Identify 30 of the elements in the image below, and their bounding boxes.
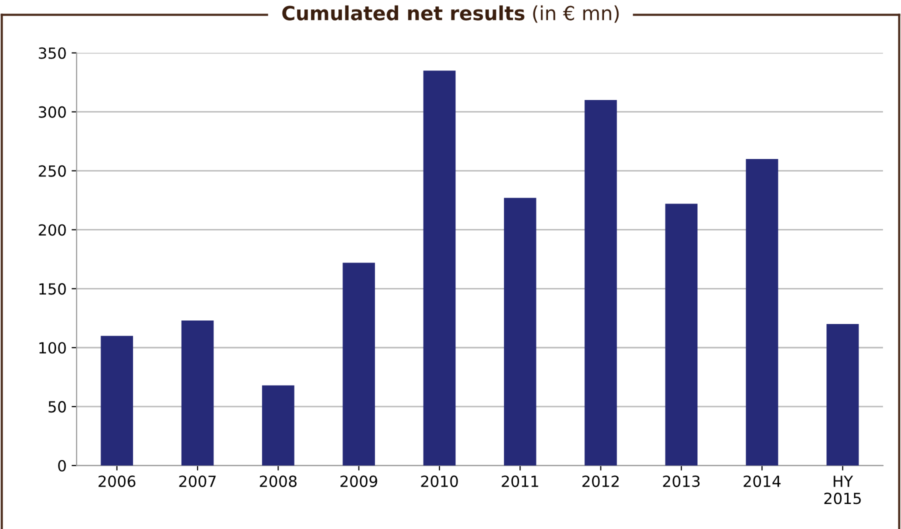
chart-subtitle: (in € mn)	[533, 5, 619, 23]
bar	[665, 204, 698, 466]
bar	[584, 100, 617, 466]
bar	[504, 198, 536, 466]
x-tick-label: 2006	[98, 476, 136, 488]
x-tick-label: 2014	[744, 476, 781, 488]
y-tick-label: 200	[38, 224, 66, 236]
bar	[746, 159, 778, 466]
x-tick-label: 2012	[582, 476, 619, 488]
x-tick-label: 2010	[421, 476, 458, 488]
bar	[826, 324, 859, 466]
x-tick-label: 2013	[663, 476, 700, 488]
bar	[342, 262, 375, 466]
x-tick-label: 2007	[179, 476, 216, 488]
y-tick-label: 0	[58, 460, 66, 472]
y-tick-label: 100	[39, 342, 66, 354]
y-tick-label: 300	[38, 106, 66, 118]
chart-title: Cumulated net results	[282, 5, 524, 20]
bar	[100, 336, 134, 466]
bar	[423, 70, 456, 466]
y-tick-label: 50	[48, 401, 66, 413]
x-tick-label: HY 2015	[824, 476, 861, 504]
y-tick-label: 150	[39, 283, 66, 295]
x-tick-label: 2008	[260, 476, 297, 488]
bar	[181, 320, 214, 466]
bar	[262, 385, 294, 466]
x-tick-label: 2011	[502, 476, 538, 488]
y-tick-label: 350	[38, 47, 66, 59]
y-tick-label: 250	[38, 165, 66, 177]
x-tick-label: 2009	[340, 476, 378, 488]
